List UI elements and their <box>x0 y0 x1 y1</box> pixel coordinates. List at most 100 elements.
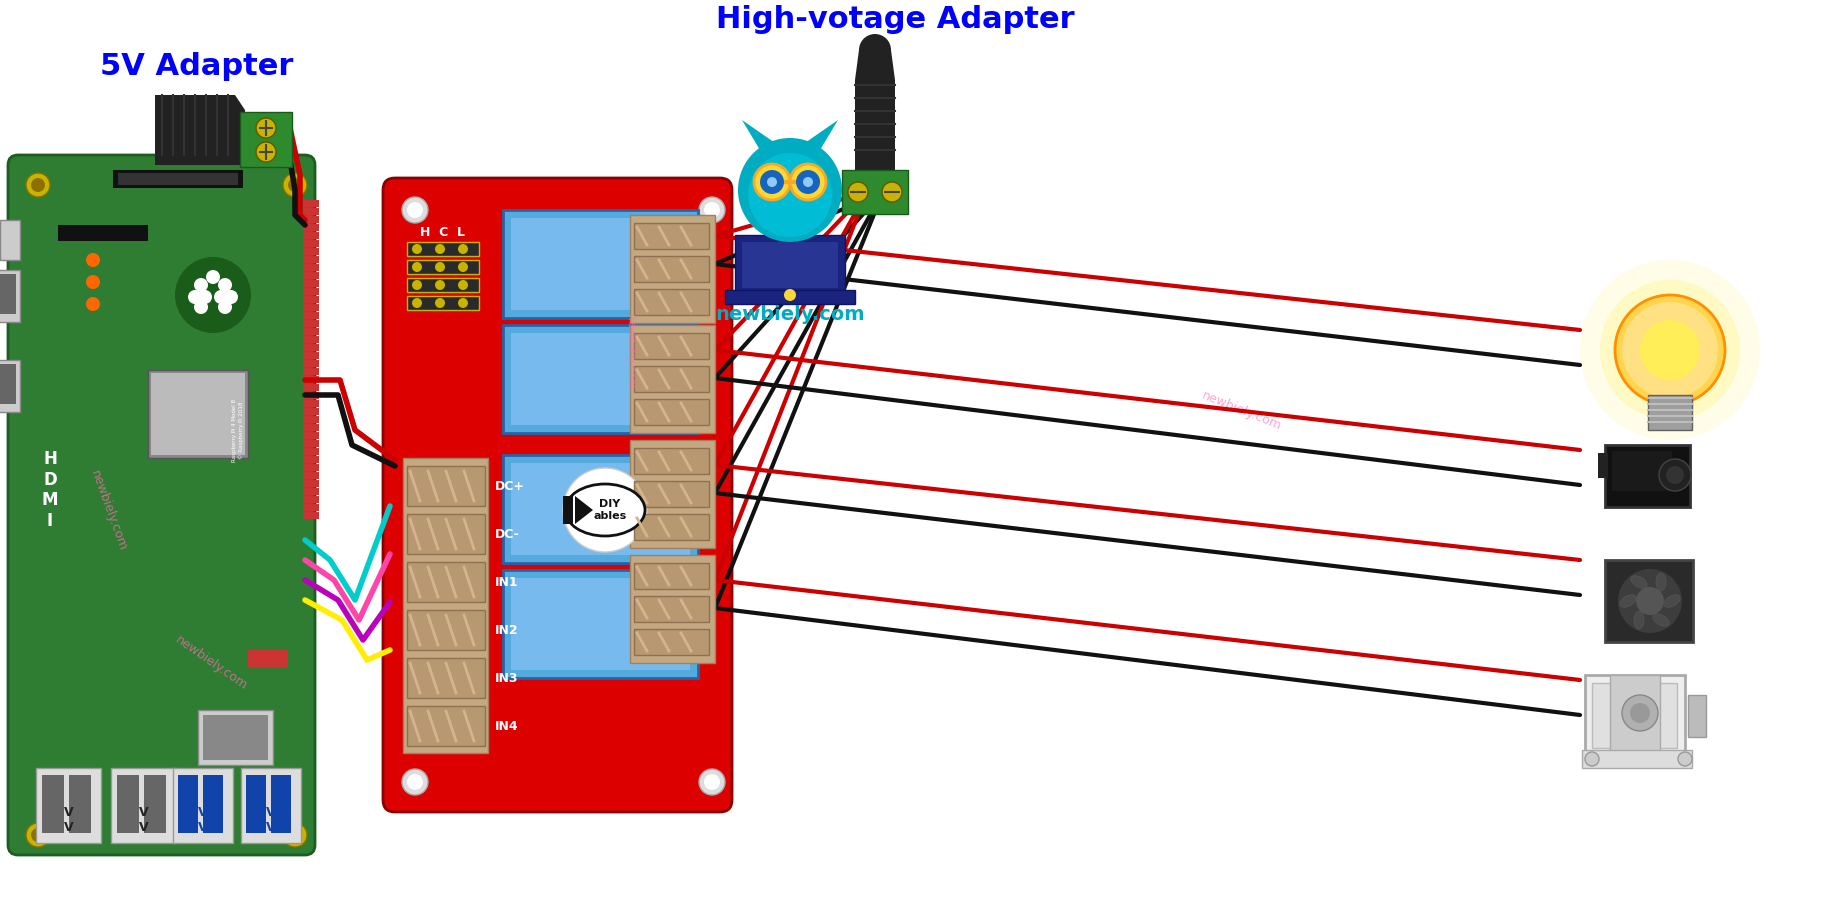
Text: newbiely.com: newbiely.com <box>715 306 865 325</box>
Circle shape <box>564 468 647 552</box>
Polygon shape <box>155 95 248 165</box>
Circle shape <box>1678 752 1693 766</box>
Bar <box>634 366 710 392</box>
Circle shape <box>784 289 796 301</box>
Circle shape <box>1619 569 1682 633</box>
Bar <box>630 440 715 548</box>
Bar <box>303 472 320 479</box>
Ellipse shape <box>1634 611 1645 629</box>
Bar <box>303 408 320 415</box>
Ellipse shape <box>1663 595 1680 608</box>
Polygon shape <box>856 50 894 170</box>
Bar <box>503 455 699 563</box>
Circle shape <box>218 300 233 314</box>
Bar <box>407 562 484 602</box>
Circle shape <box>257 142 275 162</box>
Circle shape <box>1600 280 1741 420</box>
Circle shape <box>87 297 100 311</box>
Text: DIY
ables: DIY ables <box>593 499 626 521</box>
Bar <box>246 775 266 833</box>
Bar <box>1591 683 1676 748</box>
Bar <box>1606 560 1693 642</box>
Circle shape <box>434 280 445 290</box>
Bar <box>407 466 484 506</box>
Ellipse shape <box>1621 595 1635 608</box>
Circle shape <box>458 244 468 254</box>
Bar <box>634 256 710 282</box>
Circle shape <box>881 182 902 202</box>
Bar <box>512 218 689 310</box>
Text: IN1: IN1 <box>495 576 519 589</box>
Text: V
V: V V <box>198 806 207 834</box>
Bar <box>303 480 320 487</box>
Text: DC-: DC- <box>495 528 519 541</box>
Circle shape <box>176 257 251 333</box>
Bar <box>512 578 689 670</box>
Circle shape <box>407 774 423 790</box>
Polygon shape <box>743 120 778 150</box>
Bar <box>303 264 320 271</box>
Bar <box>248 650 288 668</box>
Bar <box>634 448 710 474</box>
Bar <box>0 364 17 404</box>
Bar <box>303 504 320 511</box>
Circle shape <box>407 202 423 218</box>
Bar <box>303 320 320 327</box>
Bar <box>111 768 176 843</box>
Bar <box>407 242 479 256</box>
Bar <box>1606 445 1691 507</box>
Circle shape <box>194 300 209 314</box>
Circle shape <box>434 244 445 254</box>
Circle shape <box>26 823 50 847</box>
Bar <box>303 312 320 319</box>
Bar <box>303 448 320 455</box>
Text: IN3: IN3 <box>495 671 519 685</box>
Circle shape <box>796 170 821 194</box>
Text: newbiely.com: newbiely.com <box>89 469 129 553</box>
Bar <box>843 170 907 214</box>
Circle shape <box>704 774 721 790</box>
Bar <box>144 775 166 833</box>
Bar <box>630 325 715 433</box>
Bar <box>303 256 320 263</box>
Bar <box>736 235 845 295</box>
Bar <box>407 658 484 698</box>
Bar <box>1648 395 1693 430</box>
Circle shape <box>1667 466 1684 484</box>
Bar <box>503 570 699 678</box>
Circle shape <box>1623 302 1719 398</box>
Circle shape <box>434 298 445 308</box>
Circle shape <box>257 118 275 138</box>
Circle shape <box>31 828 44 842</box>
Bar <box>634 333 710 359</box>
Bar <box>303 336 320 343</box>
Circle shape <box>412 280 421 290</box>
Bar <box>634 223 710 249</box>
Text: IN2: IN2 <box>495 623 519 637</box>
Bar <box>724 290 856 304</box>
Text: newbiely.com: newbiely.com <box>174 634 249 693</box>
Bar <box>68 775 91 833</box>
Bar <box>303 432 320 439</box>
Bar <box>634 596 710 622</box>
Bar <box>303 464 320 471</box>
Circle shape <box>288 828 301 842</box>
Bar <box>303 352 320 359</box>
Bar <box>0 220 20 260</box>
Circle shape <box>412 298 421 308</box>
Circle shape <box>194 278 209 292</box>
Circle shape <box>567 472 643 548</box>
Bar <box>0 270 20 322</box>
Circle shape <box>26 173 50 197</box>
Bar <box>743 242 837 288</box>
Bar <box>303 496 320 503</box>
Circle shape <box>458 280 468 290</box>
Bar <box>303 344 320 351</box>
Circle shape <box>1615 295 1724 405</box>
Bar <box>113 170 242 188</box>
Text: V
V: V V <box>266 806 275 834</box>
Text: DC+: DC+ <box>495 480 525 493</box>
Text: V
V: V V <box>65 806 74 834</box>
Bar <box>303 280 320 287</box>
Text: V
V: V V <box>139 806 150 834</box>
